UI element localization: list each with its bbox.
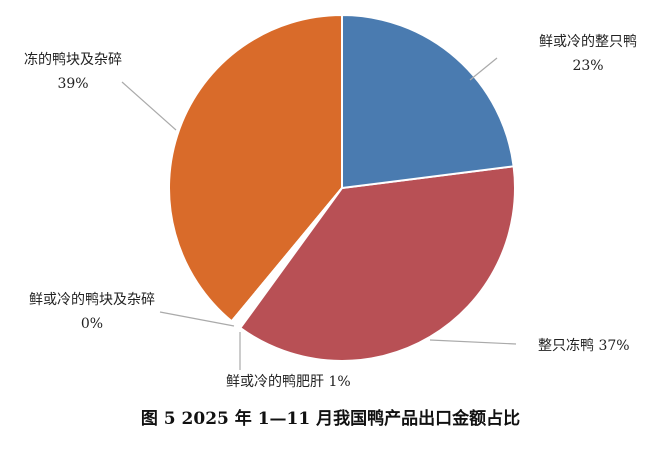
leader-line bbox=[121, 81, 177, 131]
category-label: 鲜或冷的鸭块及杂碎 bbox=[29, 292, 155, 308]
data-label: 鲜或冷的鸭块及杂碎 0% bbox=[28, 288, 156, 336]
value-label: 39% bbox=[57, 76, 89, 92]
pie-slice bbox=[238, 165, 516, 362]
leader-line bbox=[159, 311, 235, 327]
value-label: 23% bbox=[572, 58, 604, 74]
data-label: 鲜或冷的整只鸭 23% bbox=[532, 30, 644, 78]
category-label: 鲜或冷的整只鸭 bbox=[539, 34, 637, 50]
data-label: 鲜或冷的鸭肥肝 1% bbox=[226, 370, 396, 394]
data-label: 冻的鸭块及杂碎 39% bbox=[24, 48, 122, 96]
category-label: 整只冻鸭 bbox=[538, 338, 594, 354]
category-label: 冻的鸭块及杂碎 bbox=[24, 52, 122, 68]
data-label: 整只冻鸭 37% bbox=[538, 334, 658, 358]
leader-line bbox=[469, 57, 498, 81]
pie-slice bbox=[341, 13, 515, 190]
category-label: 鲜或冷的鸭肥肝 bbox=[226, 374, 324, 390]
pie-slice bbox=[168, 13, 343, 323]
value-label: 1% bbox=[328, 374, 351, 390]
chart-title: 图 5 2025 年 1—11 月我国鸭产品出口金额占比 bbox=[140, 409, 521, 429]
value-label: 0% bbox=[80, 316, 104, 332]
value-label: 37% bbox=[598, 338, 630, 354]
leader-line bbox=[429, 339, 517, 345]
pie-canvas bbox=[121, 13, 517, 370]
